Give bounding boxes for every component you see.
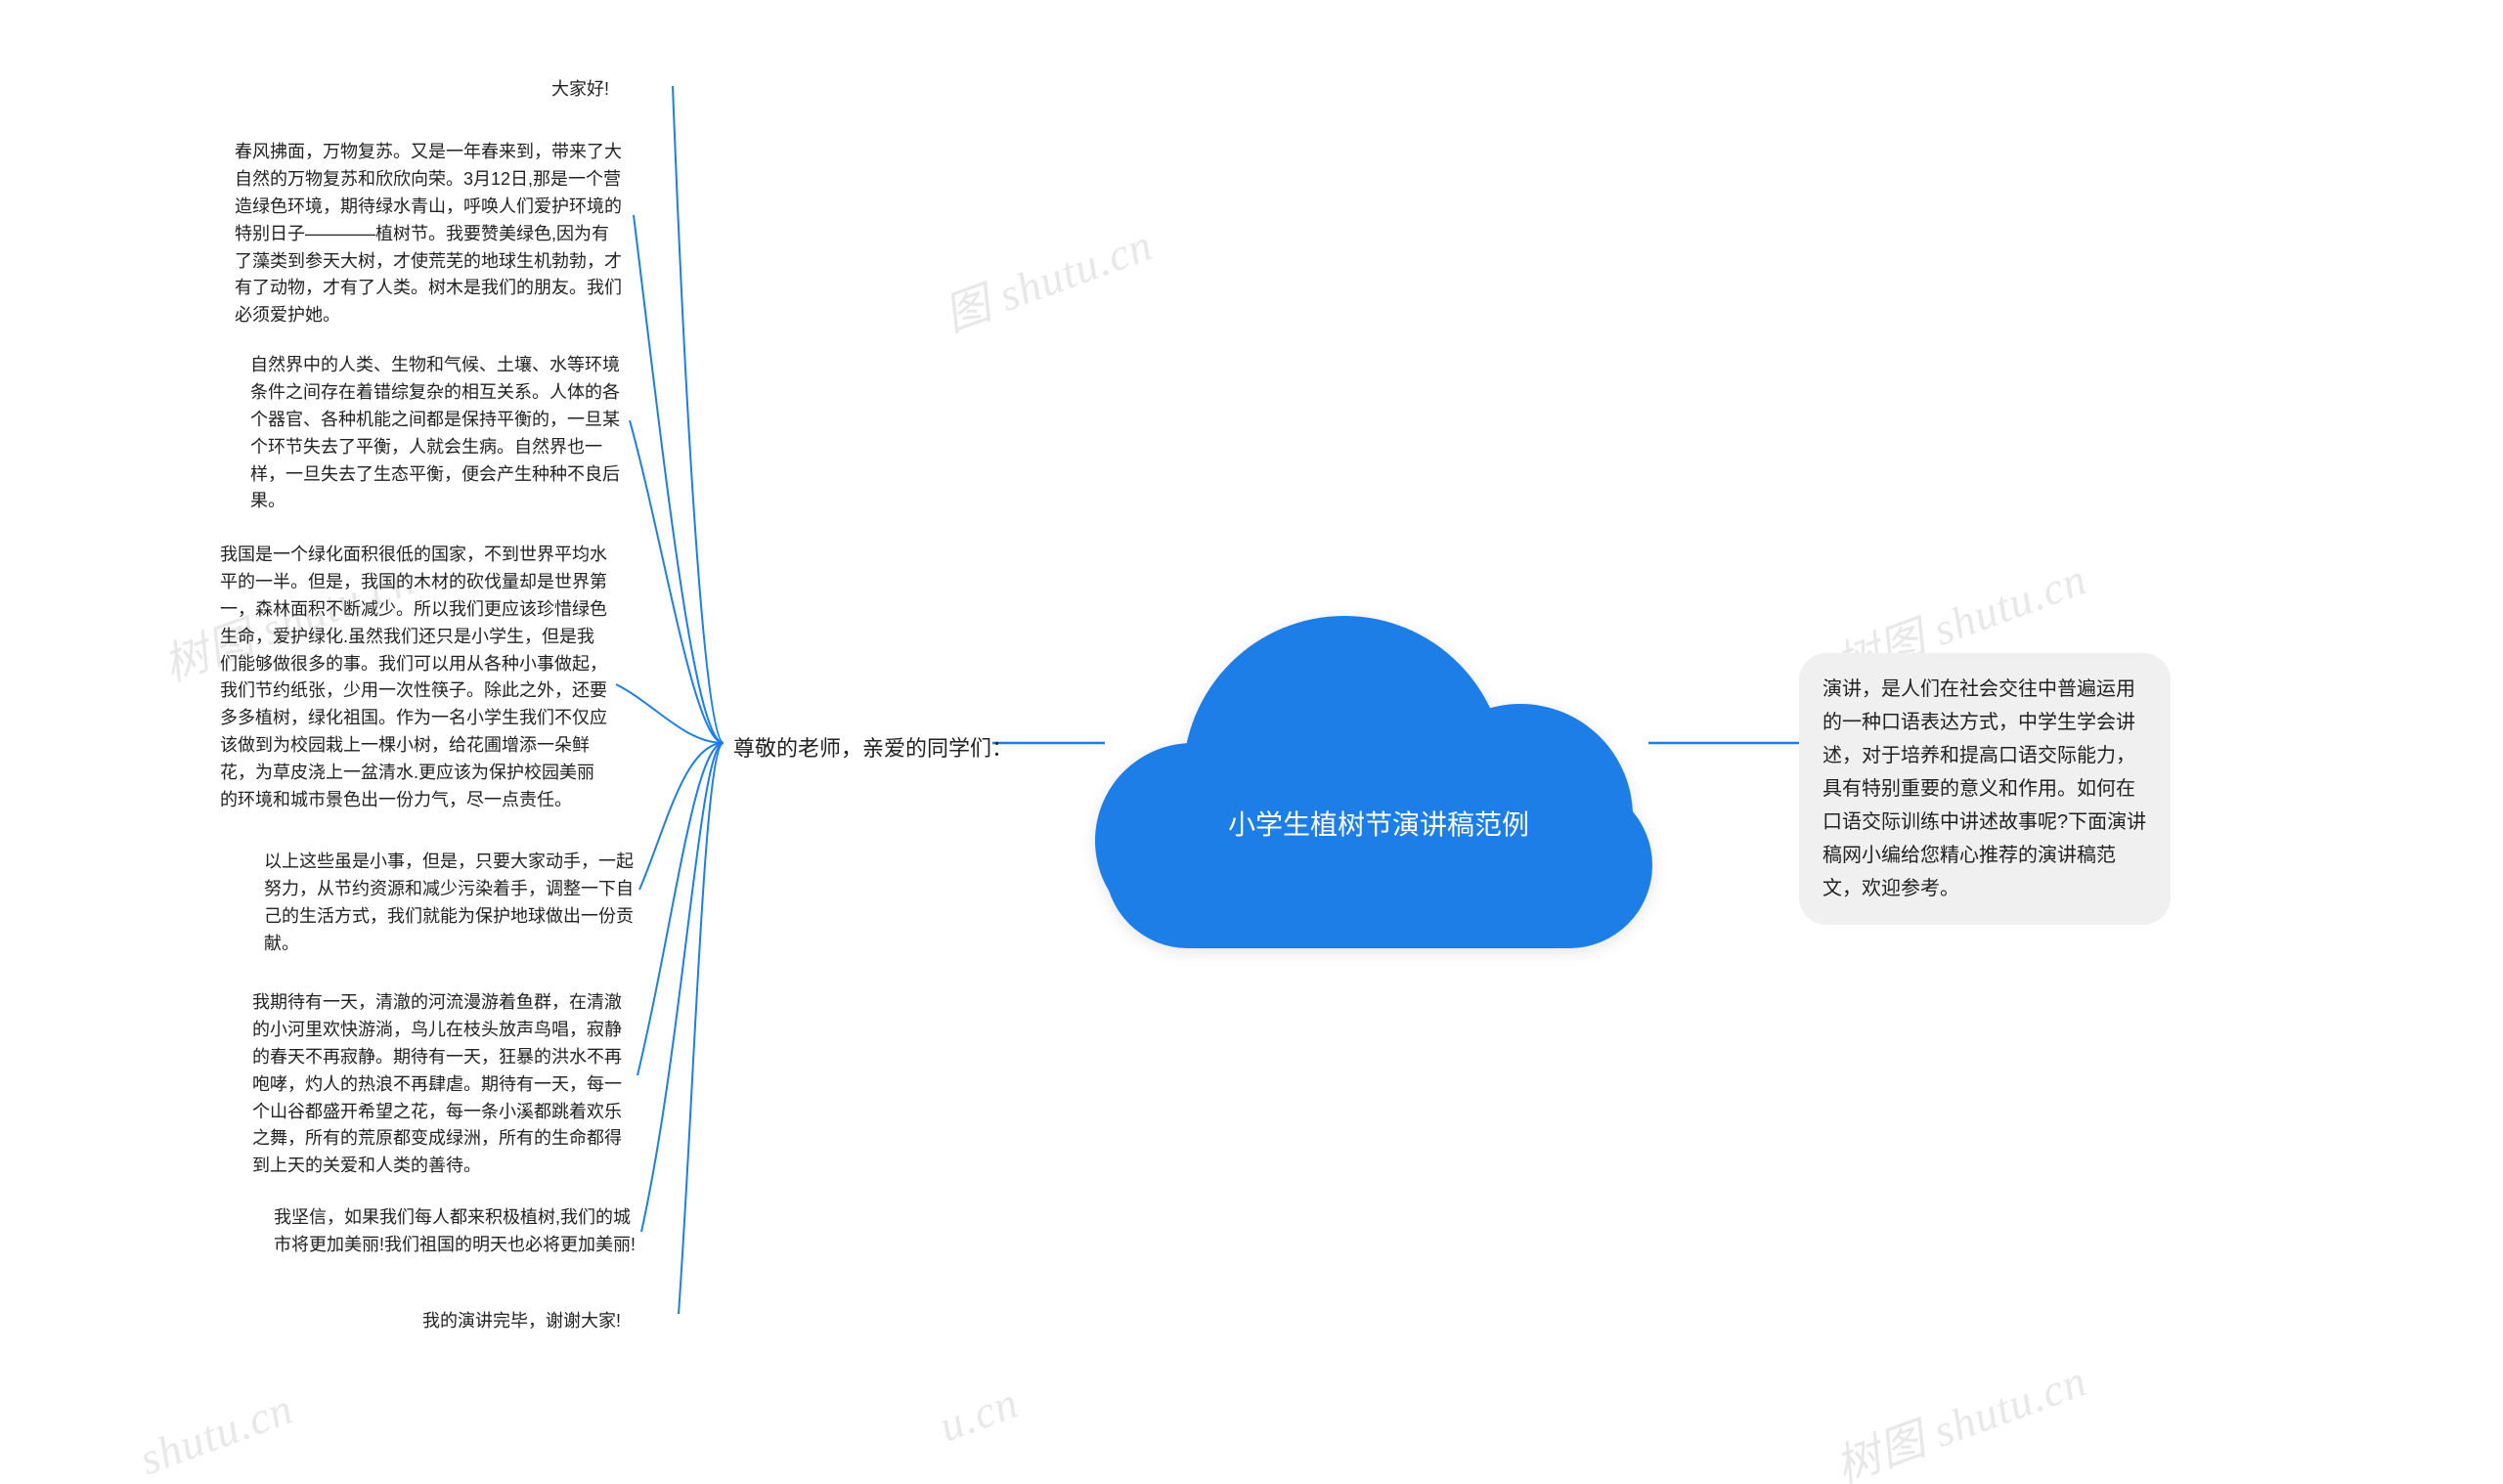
leaf-node[interactable]: 我坚信，如果我们每人都来积极植树,我们的城市将更加美丽!我们祖国的明天也必将更加… xyxy=(274,1204,636,1259)
right-description-node[interactable]: 演讲，是人们在社会交往中普遍运用的一种口语表达方式，中学生学会讲述，对于培养和提… xyxy=(1799,653,2171,925)
watermark: 树图 shutu.cn xyxy=(1825,1345,2094,1484)
leaf-node[interactable]: 我期待有一天，清澈的河流漫游着鱼群，在清澈的小河里欢快游淌，鸟儿在枝头放声鸟唱，… xyxy=(252,989,634,1180)
leaf-text: 我期待有一天，清澈的河流漫游着鱼群，在清澈的小河里欢快游淌，鸟儿在枝头放声鸟唱，… xyxy=(252,992,622,1175)
leaf-node[interactable]: 我的演讲完毕，谢谢大家! xyxy=(422,1308,677,1335)
leaf-text: 春风拂面，万物复苏。又是一年春来到，带来了大自然的万物复苏和欣欣向荣。3月12日… xyxy=(235,142,622,325)
leaf-text: 我的演讲完毕，谢谢大家! xyxy=(422,1311,621,1331)
leaf-node[interactable]: 大家好! xyxy=(551,76,669,104)
right-description-text: 演讲，是人们在社会交往中普遍运用的一种口语表达方式，中学生学会讲述，对于培养和提… xyxy=(1822,678,2146,899)
leaf-text: 我国是一个绿化面积很低的国家，不到世界平均水平的一半。但是，我国的木材的砍伐量却… xyxy=(220,545,607,809)
leaf-text: 我坚信，如果我们每人都来积极植树,我们的城市将更加美丽!我们祖国的明天也必将更加… xyxy=(274,1207,636,1254)
leaf-text: 自然界中的人类、生物和气候、土壤、水等环境条件之间存在着错综复杂的相互关系。人体… xyxy=(250,355,620,510)
left-mid-node[interactable]: 尊敬的老师，亲爱的同学们： xyxy=(733,731,1013,763)
mindmap-canvas: 树图 shutu.cn 图 shutu.cn 树图 shutu.cn u.cn … xyxy=(0,0,2503,1484)
watermark: 图 shutu.cn xyxy=(934,209,1160,344)
left-mid-label: 尊敬的老师，亲爱的同学们： xyxy=(733,736,1013,761)
watermark: u.cn xyxy=(932,1376,1025,1453)
leaf-node[interactable]: 春风拂面，万物复苏。又是一年春来到，带来了大自然的万物复苏和欣欣向荣。3月12日… xyxy=(235,139,626,329)
leaf-text: 以上这些虽是小事，但是，只要大家动手，一起努力，从节约资源和减少污染着手，调整一… xyxy=(264,851,634,953)
watermark: shutu.cn xyxy=(133,1382,300,1484)
leaf-text: 大家好! xyxy=(551,79,609,99)
center-node[interactable]: 小学生植树节演讲稿范例 xyxy=(1105,557,1652,948)
leaf-node[interactable]: 以上这些虽是小事，但是，只要大家动手，一起努力，从节约资源和减少污染着手，调整一… xyxy=(264,849,636,958)
leaf-node[interactable]: 自然界中的人类、生物和气候、土壤、水等环境条件之间存在着错综复杂的相互关系。人体… xyxy=(250,352,622,515)
leaf-node[interactable]: 我国是一个绿化面积很低的国家，不到世界平均水平的一半。但是，我国的木材的砍伐量却… xyxy=(220,542,611,814)
center-node-label: 小学生植树节演讲稿范例 xyxy=(1105,804,1652,843)
